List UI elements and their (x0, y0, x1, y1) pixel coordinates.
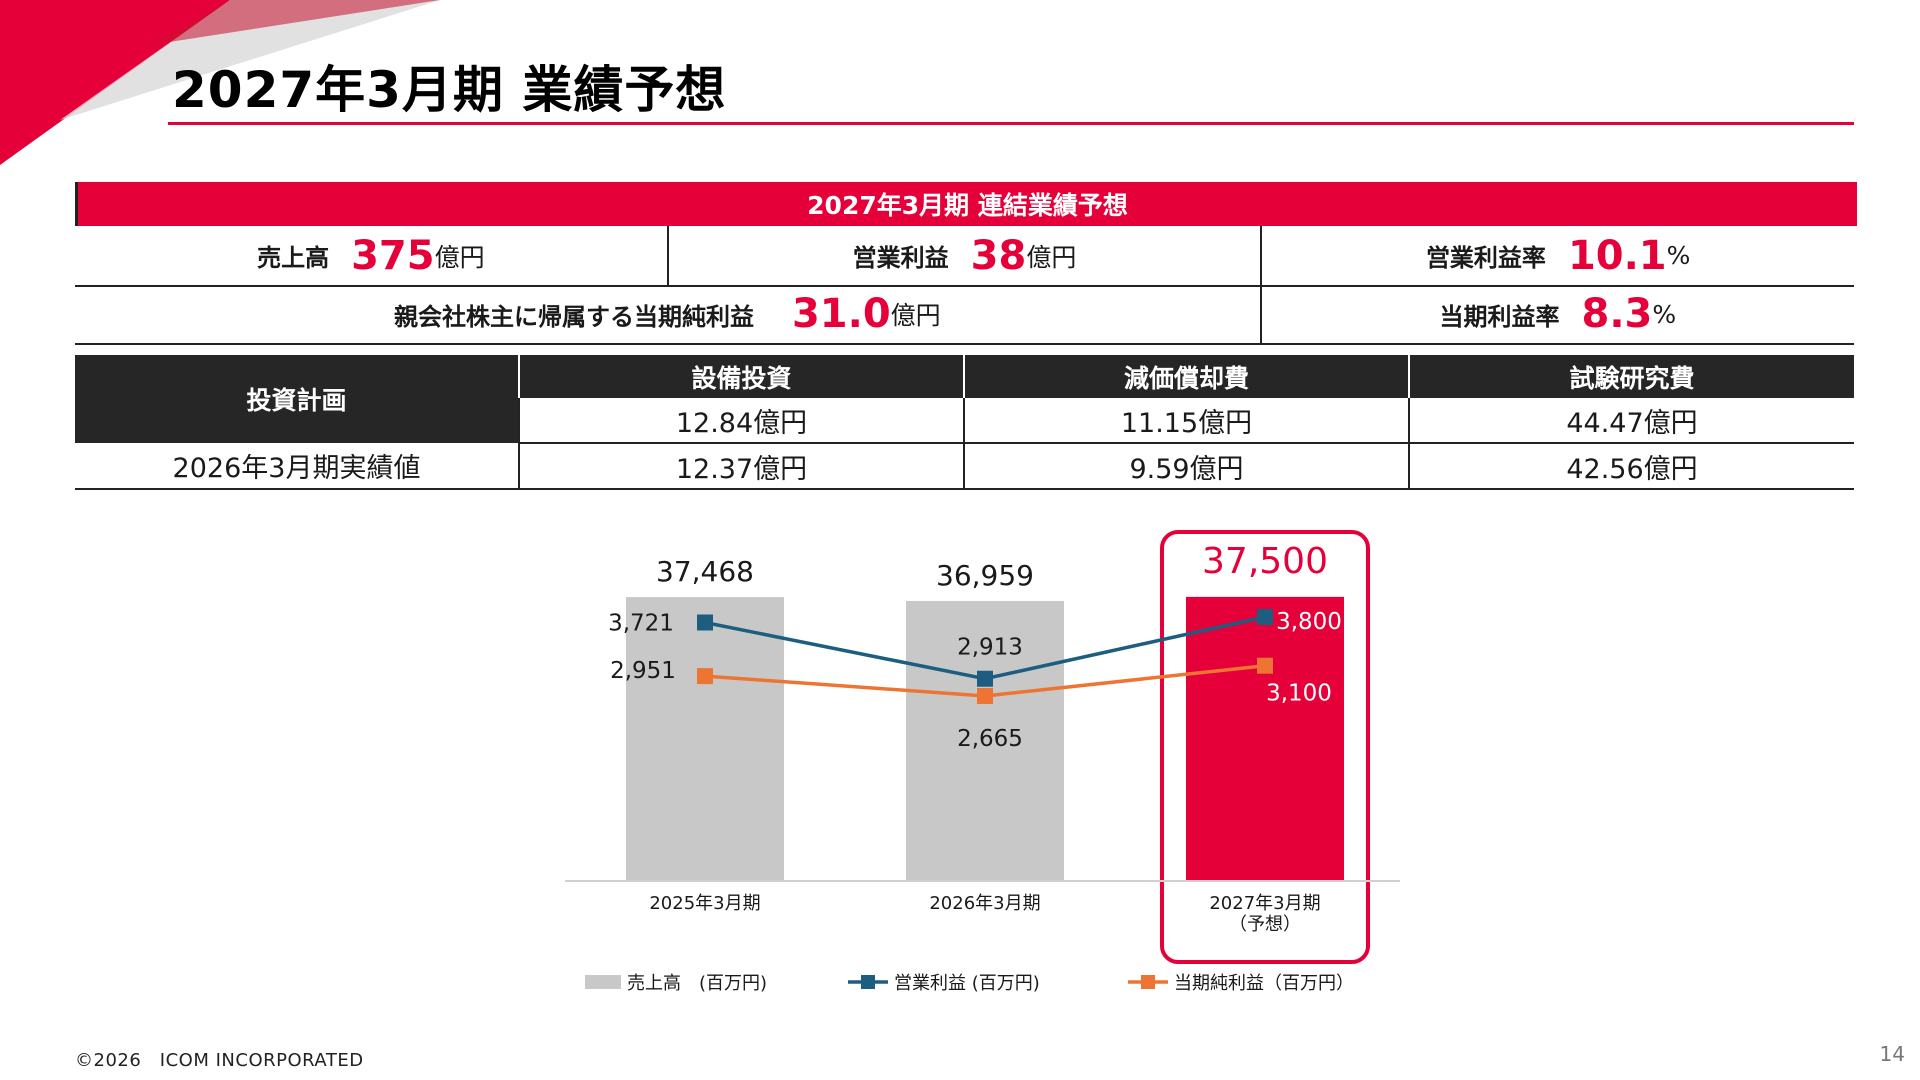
bar-revenue (1186, 596, 1344, 880)
net-income-value: 31.0 (791, 291, 891, 337)
operating-profit-label: 2,913 (957, 635, 1023, 661)
x-tick-label: 2027年3月期 (1209, 893, 1320, 914)
marker-net-income (1257, 657, 1273, 674)
marker-operating-profit (697, 614, 713, 631)
depreciation-header: 減価償却費 (963, 355, 1409, 398)
revenue-label: 売上高 (257, 244, 330, 272)
operating-profit-value: 38 (970, 232, 1027, 279)
investment-actual-row: 2026年3月期実績値 12.37億円 9.59億円 42.56億円 (75, 443, 1854, 490)
rnd-plan-value: 44.47億円 (1408, 398, 1854, 444)
operating-profit-cell: 営業利益 38 億円 (666, 226, 1261, 285)
revenue-unit: 億円 (434, 242, 485, 272)
net-margin-cell: 当期利益率 8.3 % (1259, 285, 1854, 343)
investment-plan-row: 12.84億円 11.15億円 44.47億円 (75, 398, 1854, 444)
actual-label: 2026年3月期実績値 (75, 443, 519, 490)
forecast-highlight-box (1160, 530, 1370, 964)
forecast-row-1: 売上高 375 億円 営業利益 38 億円 営業利益率 10.1 % (75, 226, 1854, 287)
operating-margin-cell: 営業利益率 10.1 % (1260, 226, 1854, 285)
rnd-header: 試験研究費 (1408, 355, 1854, 398)
bar-value-label: 37,500 (1202, 541, 1328, 582)
bar-value-label: 37,468 (656, 555, 754, 588)
depreciation-plan-value: 11.15億円 (963, 398, 1409, 444)
net-income-label: 2,951 (610, 658, 676, 684)
revenue-value: 375 (351, 232, 435, 279)
performance-chart: 37,468 36,959 37,500 2025年3月期 2026年3月期 2027年3… (565, 530, 1400, 994)
legend-label-revenue: 売上高 (百万円) (627, 973, 767, 994)
capex-actual-value: 12.37億円 (518, 443, 964, 490)
marker-net-income (697, 668, 713, 685)
net-margin-value: 8.3 (1581, 291, 1653, 337)
capex-header: 設備投資 (518, 355, 964, 398)
operating-margin-value: 10.1 (1567, 232, 1667, 279)
page-title: 2027年3月期 業績予想 (172, 61, 727, 119)
title-rule (168, 122, 1854, 125)
operating-profit-unit: 億円 (1026, 242, 1077, 272)
operating-margin-unit: % (1666, 241, 1691, 270)
net-income-label: 3,100 (1266, 681, 1332, 707)
net-income-label: 親会社株主に帰属する当期純利益 (393, 302, 754, 331)
bar-value-label: 36,959 (936, 559, 1034, 592)
x-tick-label: 2025年3月期 (649, 893, 760, 914)
net-margin-unit: % (1652, 299, 1677, 329)
x-tick-label: 2026年3月期 (929, 893, 1040, 914)
operating-profit-label: 3,721 (608, 610, 674, 636)
capex-plan-value: 12.84億円 (518, 398, 964, 444)
legend-label-net-income: 当期純利益（百万円） (1174, 973, 1354, 994)
bar-revenue (906, 600, 1064, 880)
forecast-table-header: 2027年3月期 連結業績予想 (75, 182, 1857, 226)
marker-net-income (977, 688, 993, 704)
depreciation-actual-value: 9.59億円 (963, 443, 1409, 490)
net-income-label: 2,665 (957, 726, 1023, 752)
page-number: 14 (1879, 1042, 1905, 1066)
corner-decoration (0, 0, 440, 165)
x-tick-label: （予想） (1229, 914, 1301, 935)
investment-plan-label: 投資計画 (75, 355, 519, 443)
rnd-actual-value: 42.56億円 (1408, 443, 1854, 490)
operating-profit-label: 3,800 (1276, 609, 1342, 635)
legend-swatch-revenue (585, 975, 621, 989)
investment-plan-table: 投資計画 設備投資 減価償却費 試験研究費 12.84億円 11.15億円 44… (75, 355, 1854, 490)
bar-revenue (626, 597, 784, 880)
net-income-cell: 親会社株主に帰属する当期純利益 31.0 億円 (75, 285, 1260, 343)
legend-marker-operating-profit (861, 975, 875, 989)
legend-label-operating-profit: 営業利益 (百万円) (894, 973, 1040, 994)
marker-operating-profit (977, 670, 993, 687)
operating-margin-label: 営業利益率 (1425, 244, 1546, 272)
net-margin-label: 当期利益率 (1439, 302, 1560, 331)
investment-header-row: 投資計画 設備投資 減価償却費 試験研究費 (75, 355, 1854, 443)
legend-marker-net-income (1141, 975, 1155, 989)
revenue-cell: 売上高 375 億円 (75, 226, 667, 285)
net-income-unit: 億円 (890, 301, 941, 330)
forecast-row-2: 親会社株主に帰属する当期純利益 31.0 億円 当期利益率 8.3 % (75, 285, 1854, 345)
operating-profit-label: 営業利益 (852, 244, 949, 272)
copyright: ©2026 ICOM INCORPORATED (75, 1050, 364, 1071)
marker-operating-profit (1257, 609, 1273, 625)
